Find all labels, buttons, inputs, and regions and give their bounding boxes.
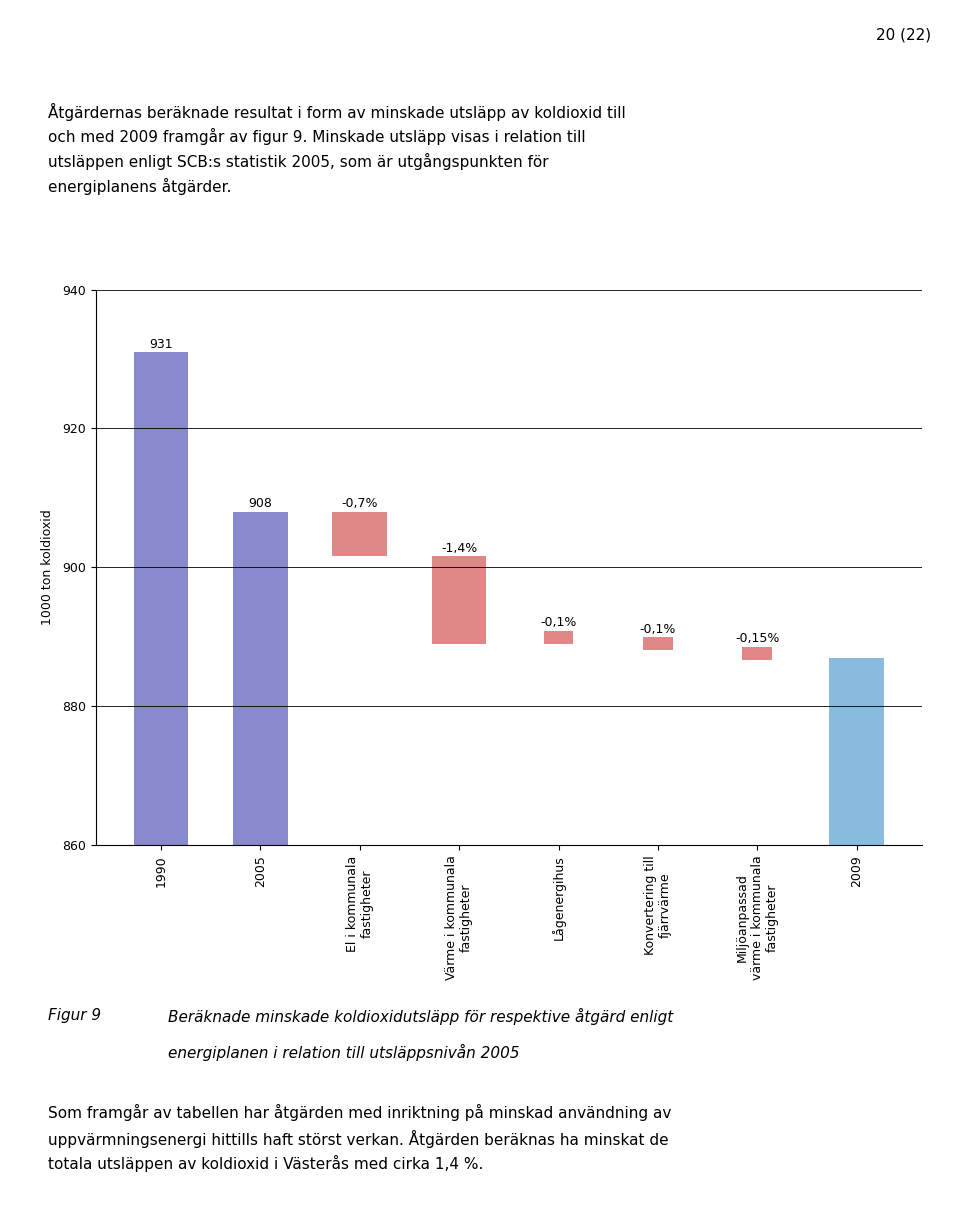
- Text: 908: 908: [249, 497, 273, 511]
- Text: Figur 9: Figur 9: [48, 1008, 101, 1022]
- Text: -0,1%: -0,1%: [540, 617, 577, 630]
- Bar: [233, 512, 288, 845]
- Text: Som framgår av tabellen har åtgärden med inriktning på minskad användning av
upp: Som framgår av tabellen har åtgärden med…: [48, 1104, 671, 1172]
- Text: 20 (22): 20 (22): [876, 28, 931, 42]
- Bar: [432, 556, 487, 645]
- Text: -0,7%: -0,7%: [342, 497, 378, 511]
- Text: Beräknade minskade koldioxidutsläpp för respektive åtgärd enligt: Beräknade minskade koldioxidutsläpp för …: [168, 1008, 673, 1025]
- Text: -0,1%: -0,1%: [639, 623, 676, 636]
- Bar: [133, 352, 188, 845]
- Text: -1,4%: -1,4%: [441, 542, 477, 554]
- Text: energiplanen i relation till utsläppsnivån 2005: energiplanen i relation till utsläppsniv…: [168, 1044, 519, 1061]
- Bar: [742, 647, 772, 660]
- Bar: [829, 658, 884, 845]
- Text: -0,15%: -0,15%: [735, 632, 780, 646]
- Bar: [332, 512, 387, 556]
- Y-axis label: 1000 ton koldioxid: 1000 ton koldioxid: [41, 509, 54, 625]
- Bar: [643, 637, 673, 651]
- Text: Åtgärdernas beräknade resultat i form av minskade utsläpp av koldioxid till
och : Åtgärdernas beräknade resultat i form av…: [48, 103, 626, 194]
- Text: 931: 931: [149, 338, 173, 351]
- Bar: [543, 631, 573, 645]
